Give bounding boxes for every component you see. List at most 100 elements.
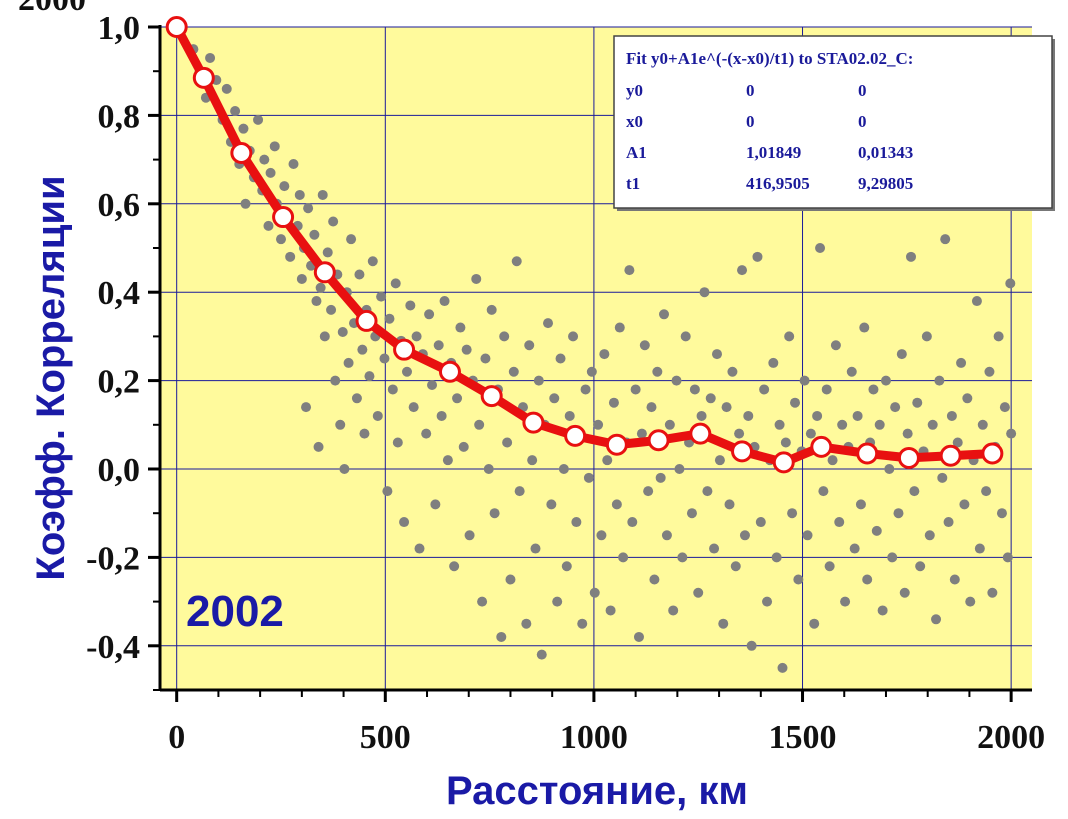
scatter-point (821, 384, 832, 395)
scatter-point (471, 273, 482, 284)
scatter-point (315, 282, 326, 293)
scatter-point (458, 441, 469, 452)
scatter-point (527, 455, 538, 466)
scatter-point (727, 366, 738, 377)
scatter-point (439, 296, 450, 307)
scatter-point (780, 437, 791, 448)
scatter-point (382, 486, 393, 497)
scatter-point (759, 384, 770, 395)
scatter-point (379, 353, 390, 364)
scatter-point (521, 618, 532, 629)
scatter-point (699, 287, 710, 298)
scatter-point (899, 587, 910, 598)
scatter-point (288, 159, 299, 170)
scatter-point (630, 384, 641, 395)
scatter-point (359, 428, 370, 439)
scatter-point (433, 340, 444, 351)
scatter-point (893, 508, 904, 519)
scatter-point (912, 397, 923, 408)
scatter-point (737, 265, 748, 276)
scatter-point (599, 349, 610, 360)
scatter-point (546, 499, 557, 510)
scatter-point (884, 464, 895, 474)
scatter-point (253, 114, 264, 125)
fit-marker (897, 446, 920, 469)
scatter-point (671, 375, 682, 386)
scatter-point (746, 640, 757, 651)
scatter-point (659, 309, 670, 320)
x-tick-label: 2000 (977, 719, 1045, 756)
x-tick-label: 0 (168, 719, 185, 756)
scatter-point (718, 618, 729, 629)
legend-cell: 1,01849 (746, 143, 801, 162)
scatter-point (855, 499, 866, 510)
scatter-point (259, 154, 270, 165)
scatter-point (367, 256, 378, 267)
scatter-point (934, 375, 945, 386)
scatter-point (346, 234, 357, 245)
scatter-point (636, 428, 647, 439)
scatter-point (880, 375, 891, 386)
scatter-point (269, 141, 280, 152)
scatter-point (408, 402, 419, 413)
scatter-point (714, 455, 725, 466)
y-axis-title: Коэфф. Корреляции (29, 175, 73, 580)
scatter-point (387, 384, 398, 395)
fit-marker (564, 424, 587, 447)
scatter-point (668, 605, 679, 616)
scatter-point (959, 499, 970, 510)
scatter-point (655, 472, 666, 483)
scatter-point (337, 326, 348, 337)
scatter-point (294, 189, 305, 200)
legend-cell: 0 (858, 81, 867, 100)
scatter-point (514, 486, 525, 497)
scatter-point (633, 631, 644, 642)
scatter-point (618, 552, 629, 563)
scatter-point (477, 596, 488, 607)
scatter-point (643, 486, 654, 497)
scatter-point (937, 472, 948, 483)
scatter-point (611, 499, 622, 510)
fit-marker (772, 451, 795, 474)
y-tick-label: -0,4 (86, 629, 140, 666)
scatter-point (677, 552, 688, 563)
fit-marker (438, 360, 461, 383)
scatter-point (313, 441, 324, 452)
scatter-point (787, 508, 798, 519)
scatter-point (946, 410, 957, 421)
scatter-point (392, 437, 403, 448)
legend-cell: y0 (626, 81, 643, 100)
legend-cell: 416,9505 (746, 174, 810, 193)
scatter-point (401, 366, 412, 377)
scatter-point (583, 472, 594, 483)
scatter-point (326, 304, 337, 315)
scatter-point (784, 331, 795, 342)
scatter-point (830, 340, 841, 351)
scatter-point (689, 384, 700, 395)
scatter-point (524, 340, 535, 351)
scatter-point (568, 331, 579, 342)
scatter-point (971, 296, 982, 307)
scatter-point (705, 393, 716, 404)
scatter-point (661, 530, 672, 541)
legend-cell: A1 (626, 143, 647, 162)
scatter-point (357, 344, 368, 355)
scatter-point (877, 605, 888, 616)
fit-marker (856, 442, 879, 465)
scatter-point (921, 331, 932, 342)
scatter-point (230, 105, 241, 116)
scatter-point (1005, 278, 1016, 289)
axes: 1,0 0,8 0,6 0,4 0,2 0,0 -0,2 -0,4 0 500 1000 1500 20… (86, 10, 1045, 756)
scatter-point (755, 517, 766, 528)
scatter-point (602, 455, 613, 466)
scatter-point (561, 561, 572, 572)
scatter-point (977, 419, 988, 430)
scatter-point (586, 366, 597, 377)
scatter-point (339, 464, 350, 474)
scatter-point (240, 198, 251, 209)
scatter-point (372, 410, 383, 421)
fit-marker (689, 422, 712, 445)
scatter-point (815, 243, 826, 253)
y-tick-label: -0,2 (86, 540, 140, 577)
scatter-point (809, 618, 820, 629)
